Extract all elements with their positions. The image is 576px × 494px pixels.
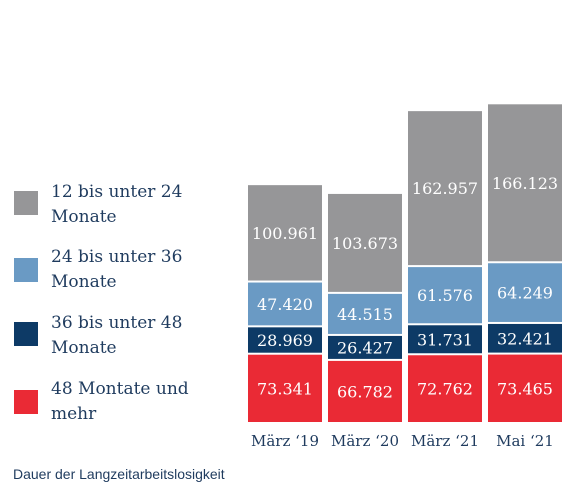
bar-segment (488, 104, 562, 262)
bar-segment (408, 325, 482, 354)
data-label: 47.420 (257, 295, 313, 314)
x-tick-label: März ‘19 (251, 432, 319, 450)
data-label: 44.515 (337, 305, 393, 324)
x-tick-label: März ‘21 (411, 432, 479, 450)
data-label: 72.762 (417, 380, 473, 399)
legend-label: 24 bis unter 36 Monate (51, 247, 183, 292)
legend-item-48-plus: 48 Montate und mehr (14, 377, 214, 437)
bar-segment (328, 193, 402, 292)
data-label: 31.731 (417, 330, 473, 349)
data-label: 166.123 (492, 174, 558, 193)
legend-swatch (14, 258, 38, 282)
legend-swatch (14, 191, 38, 215)
data-label: 32.421 (497, 329, 553, 348)
data-label: 103.673 (332, 234, 398, 253)
legend-label: 12 bis unter 24 Monate (51, 182, 183, 227)
bar-segment (488, 354, 562, 422)
data-label: 73.465 (497, 379, 553, 398)
x-tick-label: Mai ‘21 (496, 432, 554, 450)
bar-segment (248, 282, 322, 326)
data-label: 28.969 (257, 331, 313, 350)
legend-label: 36 bis unter 48 Monate (51, 313, 183, 358)
bar-segment (328, 360, 402, 422)
bar-segment (488, 263, 562, 322)
bar-segment (248, 327, 322, 353)
bar-segment (248, 185, 322, 281)
bar-segment (488, 323, 562, 353)
legend-item-12-24: 12 bis unter 24 Monate (14, 180, 214, 240)
legend-item-24-36: 24 bis unter 36 Monate (14, 245, 214, 305)
bar-segment (328, 293, 402, 334)
bar-segment (248, 354, 322, 422)
bar-segment (408, 267, 482, 324)
data-label: 73.341 (257, 379, 313, 398)
data-label: 100.961 (252, 224, 318, 243)
chart-caption: Dauer der Langzeitarbeitslosigkeit (13, 466, 225, 482)
data-label: 61.576 (417, 286, 473, 305)
x-tick-label: März ‘20 (331, 432, 399, 450)
bar-segment (408, 111, 482, 266)
bar-segment (328, 335, 402, 359)
data-label: 162.957 (412, 179, 478, 198)
bar-segment (408, 355, 482, 422)
legend-swatch (14, 322, 38, 346)
data-label: 26.427 (337, 338, 393, 357)
legend-item-36-48: 36 bis unter 48 Monate (14, 311, 214, 371)
data-label: 66.782 (337, 382, 393, 401)
data-label: 64.249 (497, 284, 553, 303)
legend-swatch (14, 390, 38, 414)
legend-label: 48 Montate und mehr (51, 379, 189, 424)
